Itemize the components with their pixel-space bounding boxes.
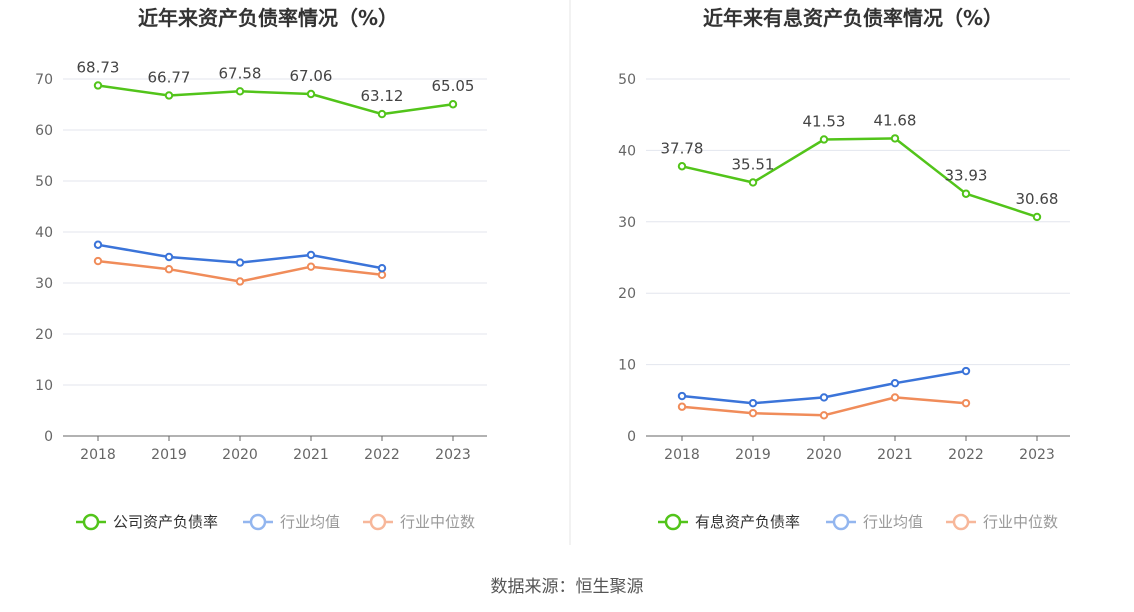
data-label: 35.51	[732, 155, 775, 173]
data-point	[235, 258, 245, 267]
legend-marker	[952, 513, 970, 531]
data-label: 37.78	[661, 139, 704, 157]
x-tick-label: 2018	[80, 447, 116, 463]
legend-label: 行业中位数	[400, 513, 475, 531]
data-point	[1032, 212, 1042, 222]
data-point	[819, 411, 829, 420]
data-point	[235, 277, 245, 286]
legend-marker	[249, 513, 267, 531]
x-tick-label: 2022	[364, 447, 400, 463]
data-point	[164, 252, 174, 262]
legend-marker	[832, 513, 850, 531]
y-tick-label: 0	[44, 429, 53, 445]
data-point	[93, 256, 103, 266]
legend-marker	[369, 513, 387, 531]
legend-label: 行业中位数	[983, 513, 1058, 531]
legend-label: 行业均值	[280, 513, 340, 531]
y-tick-label: 70	[35, 72, 53, 88]
data-label: 65.05	[432, 77, 475, 95]
chart-title: 近年来资产负债率情况（%）	[138, 6, 398, 30]
x-tick-label: 2021	[877, 447, 913, 463]
y-tick-label: 30	[618, 215, 636, 231]
y-tick-label: 20	[618, 286, 636, 302]
data-label: 67.06	[290, 67, 333, 85]
y-tick-label: 10	[618, 358, 636, 374]
y-tick-label: 50	[618, 72, 636, 88]
data-point	[93, 240, 103, 249]
y-tick-label: 40	[618, 143, 636, 159]
data-point	[377, 264, 387, 273]
data-point	[164, 265, 174, 274]
data-point	[677, 402, 687, 411]
data-label: 67.58	[219, 64, 262, 82]
data-point	[748, 398, 758, 408]
x-tick-label: 2019	[735, 447, 771, 463]
series-line-1	[681, 137, 1038, 219]
y-tick-label: 30	[35, 276, 53, 292]
data-point	[677, 162, 687, 171]
data-point	[377, 270, 387, 280]
data-point	[306, 250, 316, 260]
x-tick-label: 2020	[222, 447, 258, 463]
data-point	[235, 87, 245, 96]
data-point	[890, 378, 900, 388]
data-point	[819, 135, 829, 144]
x-tick-label: 2018	[664, 447, 700, 463]
data-point	[164, 91, 174, 100]
legend-marker	[664, 513, 682, 531]
data-label: 63.12	[361, 87, 404, 105]
legend-label: 有息资产负债率	[695, 513, 800, 531]
legend-label: 公司资产负债率	[113, 513, 218, 531]
x-tick-label: 2022	[948, 447, 984, 463]
y-tick-label: 20	[35, 327, 53, 343]
data-point	[890, 134, 900, 143]
data-label: 41.53	[803, 112, 846, 130]
data-label: 41.68	[874, 111, 917, 129]
data-point	[890, 393, 900, 402]
y-tick-label: 50	[35, 174, 53, 190]
x-tick-label: 2023	[1019, 447, 1055, 463]
data-point	[93, 81, 103, 90]
data-label: 33.93	[945, 167, 988, 185]
chart-title: 近年来有息资产负债率情况（%）	[703, 6, 1003, 30]
y-tick-label: 60	[35, 123, 53, 139]
data-point	[748, 408, 758, 418]
data-point	[961, 398, 971, 408]
source-label: 数据来源：恒生聚源	[491, 577, 644, 597]
legend-marker	[82, 513, 100, 531]
data-point	[819, 393, 829, 402]
y-tick-label: 0	[627, 429, 636, 445]
chart-debt-ratio: 近年来资产负债率情况（%） 0 10 20 30 40 50 60 70 2018 2019 2020…	[35, 6, 487, 531]
data-label: 68.73	[77, 58, 120, 76]
data-point	[377, 109, 387, 119]
data-point	[306, 89, 316, 99]
series-line-1	[97, 84, 454, 116]
legend-label: 行业均值	[863, 513, 923, 531]
y-tick-label: 10	[35, 378, 53, 394]
data-point	[677, 391, 687, 401]
data-label: 30.68	[1016, 190, 1059, 208]
x-tick-label: 2019	[151, 447, 187, 463]
data-point	[961, 189, 971, 198]
x-tick-label: 2020	[806, 447, 842, 463]
x-tick-label: 2023	[435, 447, 471, 463]
data-point	[306, 262, 316, 271]
data-label: 66.77	[148, 68, 191, 86]
data-point	[448, 100, 458, 109]
x-tick-label: 2021	[293, 447, 329, 463]
data-point	[961, 366, 971, 376]
y-tick-label: 40	[35, 225, 53, 241]
chart-interest-debt-ratio: 近年来有息资产负债率情况（%） 0 10 20 30 40 50 2018 2019 2020 20…	[618, 6, 1070, 531]
data-point	[748, 178, 758, 187]
